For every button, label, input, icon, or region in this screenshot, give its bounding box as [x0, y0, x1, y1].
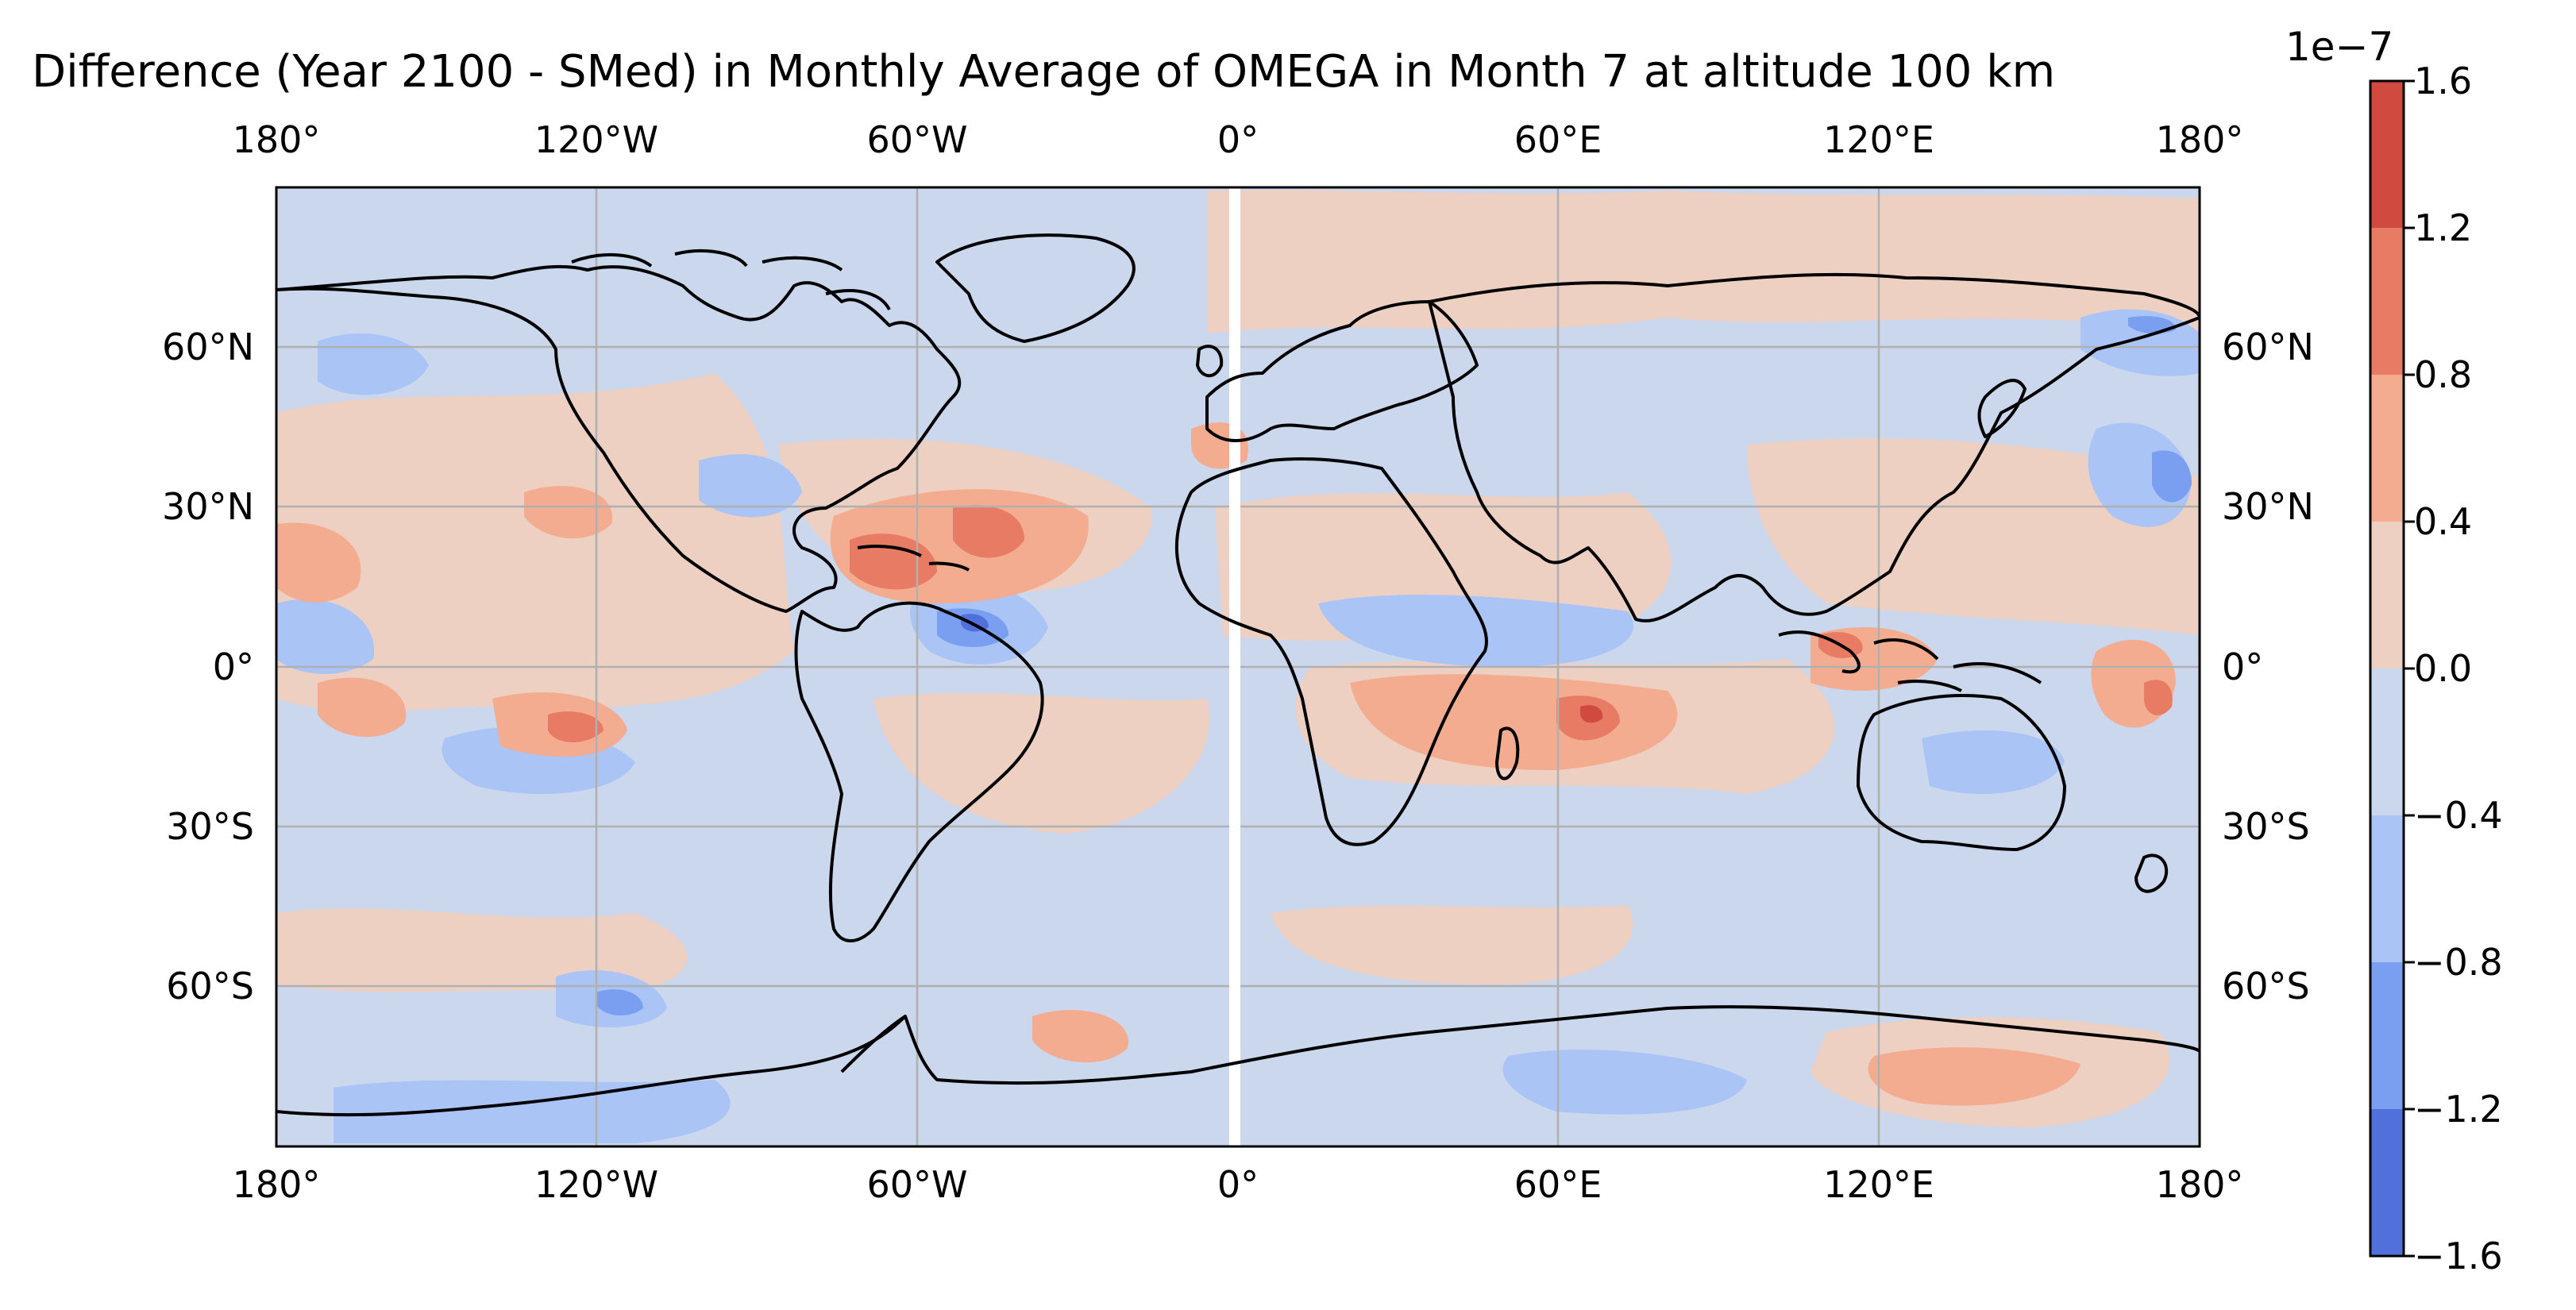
lon-label-bottom: 60°W — [866, 1163, 967, 1206]
map-title: Difference (Year 2100 - SMed) in Monthly… — [32, 46, 2056, 98]
lon-label-top: 60°E — [1514, 118, 1602, 161]
colorbar-segment — [2370, 81, 2404, 229]
lat-label-left: 60°S — [166, 965, 254, 1008]
lon-label-bottom: 180° — [233, 1163, 321, 1206]
colorbar-tick-label: 0.0 — [2414, 647, 2472, 690]
colorbar-segment — [2370, 962, 2404, 1110]
lat-label-right: 60°S — [2222, 965, 2310, 1008]
lon-label-top: 120°W — [534, 118, 658, 161]
latitude-labels-right: 60°N 30°N 0° 30°S 60°S — [2222, 326, 2314, 1008]
colorbar-tick-label: −1.6 — [2414, 1235, 2503, 1277]
lat-label-right: 30°S — [2222, 805, 2310, 848]
lon-label-top: 60°W — [866, 118, 967, 161]
colorbar-segment — [2370, 522, 2404, 669]
lon-label-bottom: 0° — [1217, 1163, 1259, 1206]
lon-label-top: 180° — [233, 118, 321, 161]
longitude-labels-bottom: 180° 120°W 60°W 0° 60°E 120°E 180° — [233, 1163, 2244, 1206]
colorbar-tick-label: 0.8 — [2414, 353, 2472, 396]
colorbar-tick-label: 1.6 — [2414, 60, 2472, 102]
colorbar-tick-label: −0.4 — [2414, 794, 2503, 837]
prime-meridian-seam — [1229, 187, 1240, 1146]
colorbar-segment — [2370, 375, 2404, 522]
lat-label-right: 0° — [2222, 645, 2263, 688]
colorbar-tick-labels: 1.6 1.2 0.8 0.4 0.0 −0.4 −0.8 −1.2 −1.6 — [2414, 60, 2503, 1277]
map-frame — [275, 186, 2201, 1148]
colorbar-offset-label: 1e−7 — [2285, 24, 2394, 70]
lon-label-bottom: 180° — [2156, 1163, 2244, 1206]
lat-label-left: 0° — [213, 645, 254, 688]
lat-label-right: 60°N — [2222, 326, 2314, 368]
colorbar-tick-label: −0.8 — [2414, 941, 2503, 984]
colorbar — [2369, 79, 2415, 1258]
lat-label-left: 60°N — [162, 326, 254, 368]
lon-label-top: 180° — [2156, 118, 2244, 161]
lon-label-bottom: 60°E — [1514, 1163, 1602, 1206]
colorbar-segment — [2370, 228, 2404, 376]
coastlines — [276, 233, 2200, 1117]
colorbar-segment — [2370, 1109, 2404, 1257]
colorbar-tick-label: −1.2 — [2414, 1088, 2503, 1131]
lon-label-top: 0° — [1217, 118, 1259, 161]
lon-label-bottom: 120°W — [534, 1163, 658, 1206]
lat-label-left: 30°N — [162, 485, 254, 528]
longitude-labels-top: 180° 120°W 60°W 0° 60°E 120°E 180° — [233, 118, 2244, 161]
colorbar-segment — [2370, 668, 2404, 816]
lon-label-bottom: 120°E — [1823, 1163, 1934, 1206]
colorbar-tick-label: 0.4 — [2414, 500, 2472, 543]
colorbar-segment — [2370, 815, 2404, 963]
latitude-labels-left: 60°N 30°N 0° 30°S 60°S — [162, 326, 254, 1008]
lat-label-left: 30°S — [166, 805, 254, 848]
lat-label-right: 30°N — [2222, 485, 2314, 528]
colorbar-tick-label: 1.2 — [2414, 206, 2472, 249]
lon-label-top: 120°E — [1823, 118, 1934, 161]
